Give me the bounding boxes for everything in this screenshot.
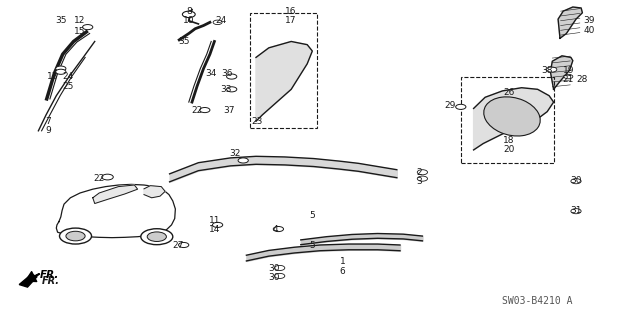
Text: 29: 29 [444,101,456,110]
Text: 37: 37 [223,106,235,115]
Circle shape [564,74,573,79]
Circle shape [417,170,428,175]
Circle shape [275,265,285,271]
Polygon shape [56,184,175,238]
Circle shape [179,242,189,248]
Circle shape [571,209,581,214]
Text: 20: 20 [503,145,515,154]
Text: 8: 8 [186,7,191,16]
Text: 5: 5 [310,241,315,250]
Circle shape [102,174,113,180]
Text: 31: 31 [570,206,582,215]
Text: 30: 30 [570,176,582,185]
Text: 28: 28 [577,75,588,84]
Polygon shape [558,7,582,38]
Circle shape [213,20,222,25]
Text: 13: 13 [47,72,58,81]
Circle shape [56,66,66,71]
Text: FR.: FR. [42,276,60,286]
Text: 35: 35 [178,37,189,46]
Text: 23: 23 [252,117,263,126]
Polygon shape [144,186,165,198]
Text: 3: 3 [417,177,422,186]
Text: 24: 24 [63,72,74,81]
Circle shape [456,104,466,109]
Text: 34: 34 [205,69,217,78]
Text: 1: 1 [340,257,345,266]
Circle shape [182,11,195,18]
Text: 14: 14 [209,225,220,234]
Circle shape [200,108,210,113]
Circle shape [66,231,85,241]
Text: 18: 18 [503,136,515,145]
Polygon shape [19,274,37,287]
Circle shape [238,158,248,163]
Text: 11: 11 [209,216,220,225]
Text: 30: 30 [268,273,280,282]
Text: 30: 30 [268,264,280,273]
Circle shape [417,176,428,181]
Text: 9: 9 [45,126,51,135]
Text: 2: 2 [417,168,422,177]
Circle shape [56,69,66,74]
Polygon shape [474,88,554,150]
Text: FR.: FR. [40,270,59,280]
Circle shape [547,67,557,72]
Circle shape [227,74,237,79]
Text: 19: 19 [563,66,574,75]
Text: 25: 25 [63,82,74,91]
Ellipse shape [484,97,540,136]
Text: 38: 38 [541,66,553,75]
Circle shape [571,179,581,184]
Text: 10: 10 [183,16,195,25]
Polygon shape [256,41,312,121]
Text: 22: 22 [191,106,203,115]
Text: 12: 12 [74,16,86,25]
Circle shape [212,222,223,227]
Circle shape [60,228,92,244]
FancyArrowPatch shape [26,272,39,282]
Polygon shape [550,56,573,89]
Text: 7: 7 [45,117,51,126]
Text: 27: 27 [172,241,184,250]
Polygon shape [93,185,138,204]
Text: 21: 21 [563,75,574,84]
Text: 17: 17 [285,16,297,25]
Text: 4: 4 [273,225,278,234]
Text: 36: 36 [221,69,233,78]
Text: 26: 26 [503,88,515,97]
Text: 5: 5 [310,211,315,220]
Text: 39: 39 [583,16,595,25]
Circle shape [141,229,173,245]
Circle shape [273,226,284,232]
Circle shape [83,25,93,30]
Text: 24: 24 [215,16,227,25]
Text: SW03-B4210 A: SW03-B4210 A [502,296,573,306]
Circle shape [227,87,237,92]
Text: 40: 40 [583,26,595,35]
Circle shape [147,232,166,241]
Text: 35: 35 [55,16,67,25]
Text: 22: 22 [93,174,105,183]
Text: 33: 33 [220,85,232,94]
Text: 32: 32 [229,149,241,158]
Text: 15: 15 [74,27,86,36]
Circle shape [275,273,285,278]
Text: 6: 6 [340,267,345,276]
Text: 16: 16 [285,7,297,16]
